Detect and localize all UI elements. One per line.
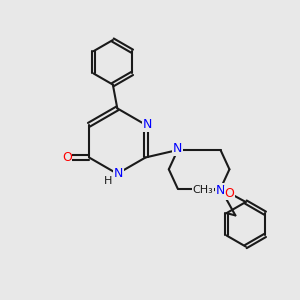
Text: N: N <box>114 167 124 180</box>
Text: N: N <box>142 118 152 131</box>
Text: N: N <box>173 142 182 155</box>
Text: O: O <box>62 151 72 164</box>
Text: CH₃: CH₃ <box>192 185 213 195</box>
Text: O: O <box>224 187 234 200</box>
Text: H: H <box>104 176 112 186</box>
Text: N: N <box>216 184 225 196</box>
